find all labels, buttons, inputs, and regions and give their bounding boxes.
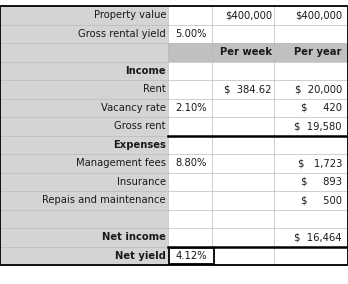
Bar — [168, 172, 348, 191]
Text: $  20,000: $ 20,000 — [295, 84, 342, 94]
Text: Net yield: Net yield — [115, 251, 166, 261]
Bar — [0, 62, 168, 80]
Bar — [168, 247, 348, 265]
Text: Net income: Net income — [102, 232, 166, 242]
Text: Expenses: Expenses — [113, 140, 166, 150]
Text: $400,000: $400,000 — [295, 10, 342, 20]
Bar — [0, 247, 168, 265]
Bar — [168, 6, 348, 24]
Bar — [0, 43, 168, 62]
Text: $  384.62: $ 384.62 — [224, 84, 272, 94]
Bar — [0, 99, 168, 117]
Bar — [168, 117, 348, 135]
Text: Per week: Per week — [220, 47, 272, 57]
Bar — [168, 210, 348, 228]
Text: Property value: Property value — [94, 10, 166, 20]
Text: Income: Income — [125, 66, 166, 76]
Bar — [0, 154, 168, 172]
Text: $     420: $ 420 — [301, 103, 342, 113]
Bar — [168, 154, 348, 172]
Bar — [168, 228, 348, 247]
Bar — [168, 24, 348, 43]
Text: 8.80%: 8.80% — [175, 158, 207, 168]
Text: Management fees: Management fees — [76, 158, 166, 168]
Bar — [0, 80, 168, 99]
Text: $     500: $ 500 — [301, 195, 342, 205]
Bar — [0, 210, 168, 228]
Bar — [0, 24, 168, 43]
Text: 5.00%: 5.00% — [175, 29, 207, 39]
Text: Repais and maintenance: Repais and maintenance — [42, 195, 166, 205]
Bar — [168, 80, 348, 99]
Text: 4.12%: 4.12% — [175, 251, 207, 261]
Bar — [0, 135, 168, 154]
Bar — [0, 117, 168, 135]
Text: Per year: Per year — [294, 47, 342, 57]
Text: 2.10%: 2.10% — [175, 103, 207, 113]
Bar — [168, 191, 348, 210]
Text: Vacancy rate: Vacancy rate — [101, 103, 166, 113]
Bar — [169, 247, 214, 264]
Text: Insurance: Insurance — [117, 177, 166, 187]
Text: Rent: Rent — [143, 84, 166, 94]
Bar — [0, 191, 168, 210]
Bar — [0, 228, 168, 247]
Bar — [0, 172, 168, 191]
Bar — [0, 6, 168, 24]
Text: Gross rental yield: Gross rental yield — [78, 29, 166, 39]
Text: Gross rent: Gross rent — [114, 121, 166, 131]
Bar — [168, 62, 348, 80]
Text: $400,000: $400,000 — [225, 10, 272, 20]
Text: $   1,723: $ 1,723 — [298, 158, 342, 168]
Bar — [168, 43, 348, 62]
Text: $     893: $ 893 — [301, 177, 342, 187]
Bar — [168, 99, 348, 117]
Text: $  16,464: $ 16,464 — [294, 232, 342, 242]
Text: $  19,580: $ 19,580 — [294, 121, 342, 131]
Bar — [168, 135, 348, 154]
